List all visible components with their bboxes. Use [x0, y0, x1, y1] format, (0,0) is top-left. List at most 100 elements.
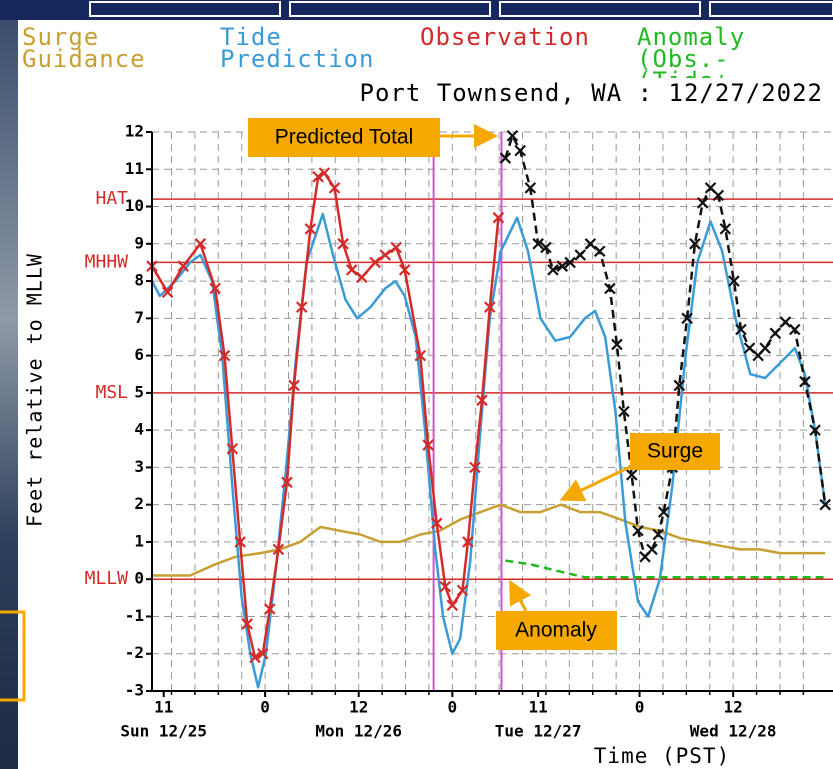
data-point [646, 543, 658, 556]
legend: Surge Guidance Tide Prediction Observati… [0, 26, 833, 78]
data-point [337, 238, 349, 250]
y-tick-label: -3 [125, 681, 144, 700]
annotation-box [630, 433, 720, 470]
data-point [226, 442, 239, 455]
data-point [652, 528, 665, 541]
data-point [256, 647, 269, 660]
data-point [379, 249, 392, 261]
data-point [194, 238, 207, 250]
data-point [439, 580, 452, 593]
data-point [295, 301, 308, 313]
data-point [345, 264, 358, 276]
data-point [398, 264, 411, 276]
data-point [593, 245, 606, 258]
annotation-arrow [509, 579, 532, 612]
data-point [462, 536, 474, 548]
reference-label: MHHW [85, 251, 129, 272]
data-point [584, 238, 597, 250]
y-tick-label: 0 [134, 569, 144, 588]
background-photo [0, 20, 18, 769]
reference-label: MLLW [85, 568, 129, 589]
data-point [272, 543, 285, 556]
data-point [681, 312, 693, 325]
data-point [514, 144, 526, 157]
y-tick-label: 12 [125, 122, 144, 141]
data-point [604, 282, 616, 295]
top-tab [499, 1, 701, 17]
reference-label: MSL [95, 382, 128, 403]
data-point [657, 506, 670, 518]
data-point [177, 260, 189, 272]
day-label: Tue 12/27 [495, 722, 582, 741]
data-point [288, 379, 300, 392]
series-line [152, 503, 826, 577]
data-point [430, 517, 443, 530]
data-point [249, 651, 261, 664]
x-tick-label: 0 [635, 698, 645, 717]
annotation-arrow [559, 464, 633, 502]
data-point [788, 323, 801, 336]
data-point [456, 584, 469, 597]
legend-entry: Tide Prediction [220, 26, 375, 73]
data-point [809, 424, 821, 436]
data-point [673, 379, 686, 392]
data-point [414, 349, 427, 362]
data-point [735, 323, 747, 336]
data-point [218, 349, 231, 362]
data-point [469, 461, 481, 474]
annotation-box [248, 118, 440, 157]
day-label: Wed 12/28 [690, 722, 777, 741]
data-point [492, 211, 505, 224]
data-point [779, 316, 792, 328]
data-point [312, 170, 324, 183]
photo-frame [0, 610, 26, 702]
data-point [241, 618, 253, 630]
data-point [476, 394, 488, 407]
annotation-box [496, 611, 617, 650]
data-point [728, 275, 740, 287]
data-point [540, 241, 552, 254]
series-line [505, 559, 826, 579]
annotation-text: Surge [647, 440, 703, 463]
data-point [506, 129, 519, 142]
legend-entry: Anomaly (Obs.-(Tide+ [637, 26, 746, 78]
data-point [625, 469, 638, 481]
annotation-text: Predicted Total [275, 126, 414, 149]
data-point [209, 282, 221, 295]
data-point [547, 264, 559, 276]
data-point [689, 238, 701, 250]
series-line [150, 212, 827, 689]
y-tick-label: 8 [134, 271, 144, 290]
x-tick-label: 0 [260, 698, 270, 717]
y-tick-label: 2 [134, 494, 144, 513]
series-line [150, 171, 500, 659]
data-point [532, 238, 544, 250]
y-tick-label: 1 [134, 531, 144, 550]
y-tick-label: 7 [134, 308, 144, 327]
data-point [304, 223, 317, 235]
data-point [234, 536, 246, 548]
data-point [632, 524, 644, 537]
y-tick-label: 11 [125, 159, 144, 178]
x-tick-label: 0 [448, 698, 458, 717]
x-tick-label: 11 [154, 698, 173, 717]
data-point [574, 249, 587, 261]
data-point [499, 152, 512, 164]
x-tick-label: 11 [529, 698, 548, 717]
data-point [483, 301, 496, 313]
y-axis-label: Feet relative to MLLW [23, 253, 47, 527]
data-point [369, 256, 381, 269]
data-point [264, 603, 276, 615]
data-point [161, 286, 174, 299]
data-point [446, 599, 459, 612]
data-point [422, 439, 434, 451]
y-tick-label: 9 [134, 233, 144, 252]
annotation-text: Anomaly [515, 619, 597, 642]
data-point [759, 342, 771, 354]
data-point [356, 271, 368, 284]
data-point [611, 338, 623, 351]
chart-title: Port Townsend, WA : 12/27/2022 [359, 79, 823, 107]
y-tick-label: -1 [125, 606, 144, 625]
x-axis-label: Time (PST) [594, 744, 730, 768]
